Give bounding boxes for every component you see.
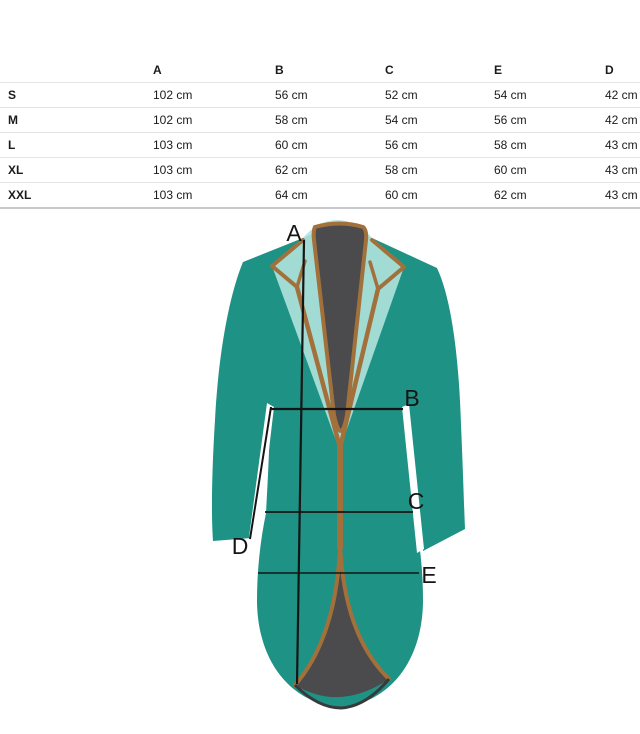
- measurement-value: 60 cm: [275, 138, 308, 152]
- measurement-value: 43 cm: [605, 188, 638, 202]
- measurement-value: 56 cm: [494, 113, 527, 127]
- table-row: S 102 cm 56 cm 52 cm 54 cm 42 cm: [0, 82, 640, 107]
- table-row: XL 103 cm 62 cm 58 cm 60 cm 43 cm: [0, 157, 640, 182]
- measurement-value: 52 cm: [385, 88, 418, 102]
- right-sleeve-seam: [402, 404, 424, 553]
- right-collar-trim: [370, 238, 406, 291]
- measurement-label-a: A: [286, 220, 302, 246]
- measurement-value: 102 cm: [153, 113, 193, 127]
- tail-right-trim: [338, 543, 391, 681]
- measurement-value: 42 cm: [605, 88, 638, 102]
- measurement-label-b: B: [404, 385, 419, 411]
- tail-lining: [295, 545, 389, 698]
- table-row: M 102 cm 58 cm 54 cm 56 cm 42 cm: [0, 107, 640, 132]
- size-label: XL: [8, 163, 24, 177]
- measurement-value: 56 cm: [385, 138, 418, 152]
- measurement-value: 58 cm: [494, 138, 527, 152]
- left-lapel-edge-trim: [294, 284, 342, 447]
- column-header-c: C: [385, 63, 394, 77]
- measurement-value: 64 cm: [275, 188, 308, 202]
- size-label: XXL: [8, 188, 32, 202]
- measurement-value: 60 cm: [494, 163, 527, 177]
- size-label: M: [8, 113, 18, 127]
- measurement-value: 56 cm: [275, 88, 308, 102]
- measurement-value: 103 cm: [153, 163, 193, 177]
- table-row: XXL 103 cm 64 cm 60 cm 62 cm 43 cm: [0, 182, 640, 209]
- measurement-value: 42 cm: [605, 113, 638, 127]
- measurement-label-d: D: [232, 533, 249, 559]
- measurement-value: 58 cm: [275, 113, 308, 127]
- measurement-label-c: C: [408, 488, 425, 514]
- size-label: L: [8, 138, 16, 152]
- tail-hem-edge: [293, 678, 391, 710]
- column-header-a: A: [153, 63, 162, 77]
- right-gorge-trim: [368, 260, 380, 291]
- measurement-value: 43 cm: [605, 163, 638, 177]
- measurement-value: 60 cm: [385, 188, 418, 202]
- column-header-b: B: [275, 63, 284, 77]
- measurement-value: 54 cm: [385, 113, 418, 127]
- right-lapel-edge-trim: [338, 286, 381, 447]
- measurement-value: 43 cm: [605, 138, 638, 152]
- measurement-value: 102 cm: [153, 88, 193, 102]
- measurement-value: 103 cm: [153, 138, 193, 152]
- left-collar-trim: [270, 238, 305, 289]
- measurement-line-d: [249, 406, 272, 540]
- column-header-e: E: [494, 63, 503, 77]
- measurement-line-a: [295, 239, 306, 685]
- measurement-value: 62 cm: [275, 163, 308, 177]
- table-row: L 103 cm 60 cm 56 cm 58 cm 43 cm: [0, 132, 640, 157]
- tail-left-trim: [293, 543, 342, 687]
- measurement-value: 58 cm: [385, 163, 418, 177]
- size-label: S: [8, 88, 17, 102]
- measurement-value: 103 cm: [153, 188, 193, 202]
- size-chart-header-row: A B C E D: [0, 58, 640, 82]
- measurement-value: 62 cm: [494, 188, 527, 202]
- measurement-value: 54 cm: [494, 88, 527, 102]
- column-header-d: D: [605, 63, 614, 77]
- size-chart-table: A B C E D S 102 cm 56 cm 52 cm 54 cm 42 …: [0, 58, 640, 209]
- measurement-label-e: E: [421, 562, 436, 588]
